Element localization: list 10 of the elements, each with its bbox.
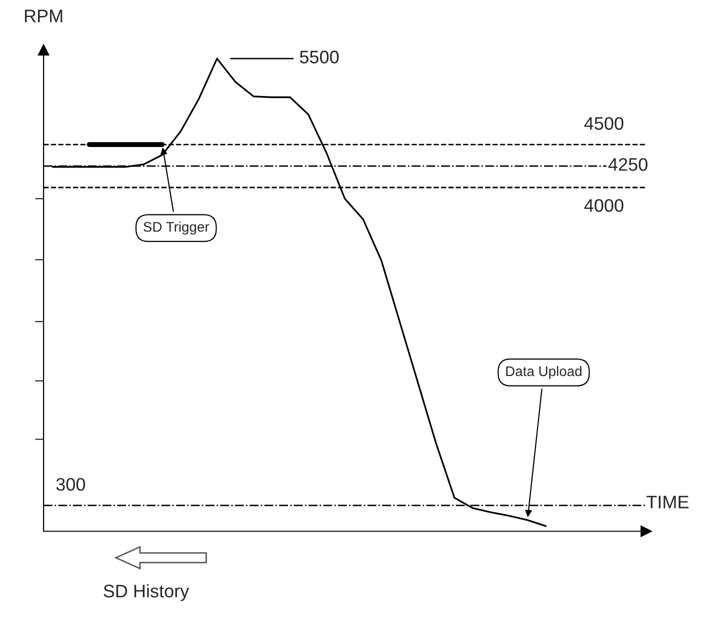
annotation: Data Upload (506, 366, 582, 379)
ref-line-label: 300 (56, 478, 86, 491)
ref-line-label: 4250 (608, 158, 648, 171)
x-axis-title: TIME (646, 496, 688, 508)
ref-line-label: 4000 (584, 199, 624, 212)
text: SD History (104, 584, 190, 602)
ref-line-label: 4500 (584, 117, 624, 130)
y-axis-title: RPM (24, 10, 62, 22)
annotation: 5500 (300, 50, 339, 64)
annotation: SD Trigger (144, 222, 210, 235)
